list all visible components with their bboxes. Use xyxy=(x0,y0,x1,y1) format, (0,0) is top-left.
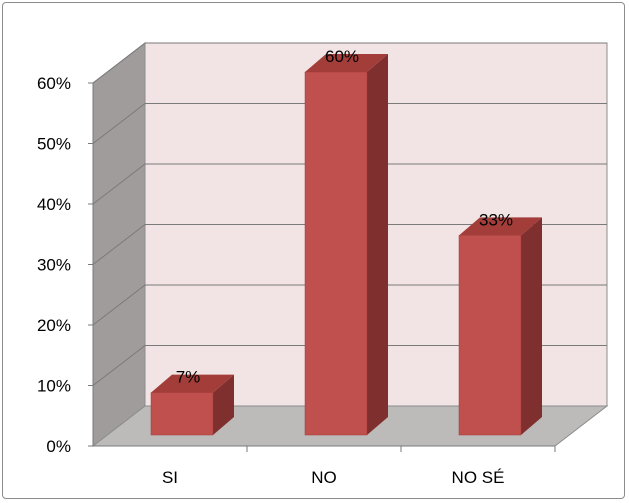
labels: 0% 10% 20% 30% 40% 50% 60% 7% SI 60% NO 33% NO SÉ xyxy=(37,47,513,487)
axes xyxy=(88,82,556,452)
bar xyxy=(150,392,214,436)
y-tick-label: 20% xyxy=(37,316,71,335)
gridline xyxy=(92,42,607,84)
bar-side xyxy=(367,54,388,435)
bar-side xyxy=(213,374,234,435)
gridline xyxy=(92,284,607,326)
y-tick-label: 30% xyxy=(37,256,71,275)
bar-top xyxy=(305,54,388,72)
x-tick-label: NO SÉ xyxy=(452,468,505,487)
bar-top xyxy=(459,217,542,236)
bar xyxy=(458,235,522,436)
y-tick-label: 10% xyxy=(37,377,71,396)
data-label: 33% xyxy=(479,210,513,229)
y-tick-label: 60% xyxy=(37,74,71,93)
gridlines xyxy=(92,42,607,386)
x-tick-label: NO xyxy=(311,468,337,487)
gridline xyxy=(92,103,607,144)
x-tick-label: SI xyxy=(162,468,178,487)
bars xyxy=(150,54,542,436)
y-tick-label: 40% xyxy=(37,195,71,214)
gridline xyxy=(92,345,607,386)
bar-side xyxy=(521,217,542,435)
gridline xyxy=(92,224,607,265)
y-tick-label: 0% xyxy=(46,437,71,456)
bar-top xyxy=(151,374,234,393)
y-tick-label: 50% xyxy=(37,135,71,154)
gridline xyxy=(92,163,607,205)
bar xyxy=(304,71,368,436)
data-label: 7% xyxy=(176,368,201,387)
data-label: 60% xyxy=(325,47,359,66)
